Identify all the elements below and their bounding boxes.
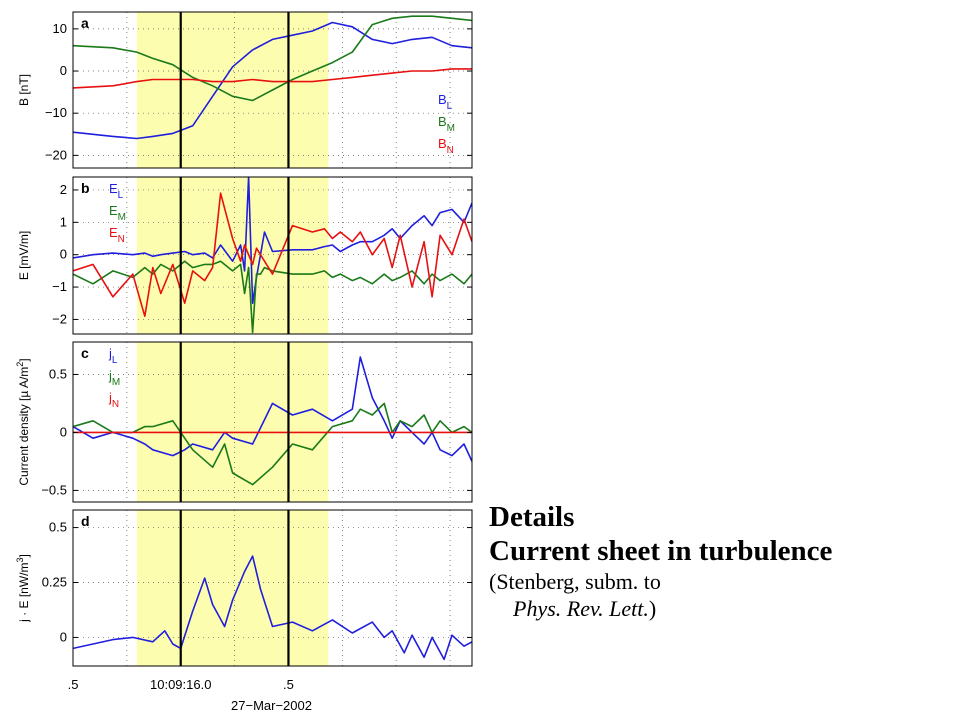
series-group xyxy=(73,15,472,140)
series-line-BL xyxy=(73,21,472,140)
series-line-BM xyxy=(73,15,472,102)
y-tick-label: 2 xyxy=(60,182,67,197)
legend-entry-jN: jN xyxy=(108,390,119,410)
legend-entry-EM: EM xyxy=(109,203,126,223)
caption-reference-line2: Phys. Rev. Lett.) xyxy=(489,595,959,622)
shaded-interval xyxy=(136,177,329,334)
y-tick-label: 0.5 xyxy=(49,366,67,381)
y-tick-label: 0.5 xyxy=(49,520,67,535)
y-tick-label: 0 xyxy=(60,424,67,439)
caption-heading-title: Current sheet in turbulence xyxy=(489,535,833,567)
axes-frame xyxy=(72,11,473,169)
y-tick-label: 10 xyxy=(53,21,67,36)
x-tick-label: .5 xyxy=(68,677,79,692)
series-line-EN xyxy=(73,192,472,317)
legend-entry-EN: EN xyxy=(109,225,125,245)
shaded-interval xyxy=(136,342,329,502)
axes-frame xyxy=(72,176,473,335)
axes-frame xyxy=(72,509,473,667)
series-group xyxy=(73,555,472,661)
caption-reference-line1: (Stenberg, subm. to xyxy=(489,569,661,594)
panel-label: d xyxy=(81,513,90,529)
legend-entry-jL: jL xyxy=(108,346,118,366)
shaded-interval xyxy=(136,510,329,666)
panel-label: c xyxy=(81,345,89,361)
y-tick-label: −1 xyxy=(52,279,67,294)
series-group xyxy=(73,356,472,486)
legend-entry-jM: jM xyxy=(108,368,120,388)
y-axis-label: j · E [nW/m3] xyxy=(15,554,31,623)
legend-entry-BN: BN xyxy=(438,136,454,156)
legend-entry-BL: BL xyxy=(438,92,453,112)
y-tick-label: 1 xyxy=(60,214,67,229)
x-tick-label: .5 xyxy=(283,677,294,692)
panel-label: b xyxy=(81,180,90,196)
y-axis-label: E [mV/m] xyxy=(17,231,31,280)
series-line-jM xyxy=(73,402,472,486)
caption-heading-details: Details xyxy=(489,501,575,533)
y-axis-label: B [nT] xyxy=(17,74,31,106)
panel-label: a xyxy=(81,15,89,31)
caption: Details Current sheet in turbulence (Ste… xyxy=(489,500,959,622)
shaded-interval xyxy=(136,12,329,168)
panel-d: 0.5 0.25 0 d j · E [nW/m3] xyxy=(15,509,473,667)
x-tick-label: 10:09:16.0 xyxy=(150,677,211,692)
y-tick-label: −20 xyxy=(45,147,67,162)
y-tick-label: 0 xyxy=(60,247,67,262)
series-line-EL xyxy=(73,177,472,304)
axes-frame xyxy=(72,341,473,503)
series-group xyxy=(73,177,472,334)
series-line-j·E xyxy=(73,555,472,661)
legend-entry-BM: BM xyxy=(438,114,455,134)
y-tick-label: 0.25 xyxy=(42,575,67,590)
series-line-BN xyxy=(73,68,472,89)
y-tick-label: 0 xyxy=(60,629,67,644)
series-line-jL xyxy=(73,356,472,462)
x-axis-label: 27−Mar−2002 xyxy=(231,698,312,713)
y-tick-label: −10 xyxy=(45,105,67,120)
y-tick-label: −0.5 xyxy=(41,482,67,497)
caption-close-paren: ) xyxy=(648,596,657,621)
series-line-EM xyxy=(73,260,472,334)
legend-entry-EL: EL xyxy=(109,181,124,201)
y-tick-label: 0 xyxy=(60,63,67,78)
y-tick-label: −2 xyxy=(52,311,67,326)
y-axis-label: Current density [µ A/m2] xyxy=(15,358,31,485)
caption-journal: Phys. Rev. Lett. xyxy=(513,596,649,621)
